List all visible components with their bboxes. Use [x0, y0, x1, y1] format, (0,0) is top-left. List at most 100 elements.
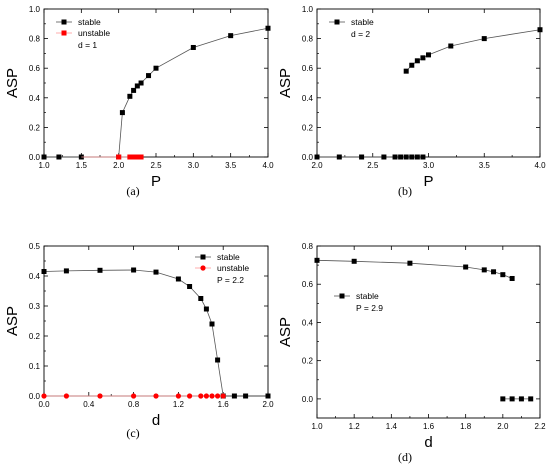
y-tick-label: 0.8: [302, 35, 314, 44]
legend-marker: [200, 265, 206, 271]
x-axis-label: d: [152, 412, 160, 429]
data-point: [420, 154, 426, 160]
data-point: [420, 55, 426, 61]
data-point: [63, 268, 69, 274]
legend-annotation: P = 2.2: [217, 275, 244, 285]
legend-label: stable: [217, 252, 240, 262]
x-tick-label: 2.0: [311, 161, 323, 170]
x-tick-label: 2.0: [113, 161, 125, 170]
panel-c: 0.0 0.4 0.8 1.2 1.6 2.0 0.0 0.1 0.2 0.3 0.4 0.5 d ASP…: [4, 242, 274, 440]
data-point: [131, 154, 137, 160]
data-point: [153, 65, 159, 71]
series-line: [405, 29, 541, 72]
legend-label: unstable: [217, 263, 249, 273]
data-point: [63, 393, 69, 399]
y-axis-label: ASP: [4, 68, 21, 98]
x-tick-label: 2.5: [150, 161, 162, 170]
data-point: [190, 44, 196, 50]
data-point: [134, 154, 140, 160]
data-point: [500, 396, 506, 402]
data-point: [448, 43, 454, 49]
data-point: [97, 267, 103, 273]
data-point: [41, 154, 47, 160]
data-point: [97, 393, 103, 399]
panel-d: 1.0 1.2 1.4 1.6 1.8 2.0 2.2 0.0 0.2 0.4 0.6 0.8 d ASP…: [277, 242, 546, 464]
data-point: [220, 393, 226, 399]
legend-marker: [61, 30, 67, 36]
y-tick-label: 0.2: [29, 332, 41, 341]
y-axis-label: ASP: [277, 68, 294, 98]
data-point: [41, 269, 47, 274]
y-tick-label: 0.2: [302, 357, 314, 366]
y-tick-label: 0.5: [29, 242, 41, 251]
data-point: [265, 25, 271, 31]
data-point: [187, 393, 193, 399]
y-tick-label: 1.0: [302, 5, 314, 14]
y-tick-label: 0.2: [29, 123, 41, 132]
data-point: [265, 393, 271, 399]
data-point: [138, 80, 144, 86]
y-tick-label: 0.0: [29, 392, 41, 401]
series-stable: [314, 257, 534, 402]
series-line: [43, 269, 268, 397]
y-tick-label: 0.0: [302, 395, 314, 404]
series-unstable: [81, 154, 144, 160]
x-tick-label: 1.6: [423, 422, 435, 431]
data-point: [351, 258, 357, 264]
data-point: [518, 396, 524, 402]
data-point: [175, 393, 181, 399]
data-point: [41, 393, 47, 399]
data-point: [146, 73, 152, 79]
panel-caption: (d): [398, 450, 412, 464]
data-point: [509, 396, 515, 402]
data-point: [392, 154, 398, 160]
y-tick-label: 0.6: [29, 64, 41, 73]
y-tick-label: 0.4: [29, 94, 41, 103]
data-point: [187, 284, 193, 289]
y-tick-label: 0.1: [29, 362, 41, 371]
data-point: [403, 154, 409, 160]
x-tick-label: 4.0: [262, 161, 274, 170]
data-point: [481, 36, 487, 42]
data-point: [414, 58, 420, 64]
legend-label: unstable: [78, 28, 110, 38]
data-point: [209, 393, 215, 399]
x-tick-label: 2.0: [497, 422, 509, 431]
y-tick-label: 0.3: [29, 302, 41, 311]
data-point: [131, 267, 137, 273]
panel-b: 2.0 2.5 3.0 3.5 4.0 0.0 0.2 0.4 0.6 0.8 1.0 P ASP (b)…: [277, 5, 546, 198]
data-point: [175, 276, 181, 282]
x-tick-label: 1.0: [311, 422, 323, 431]
x-tick-label: 1.2: [173, 400, 185, 409]
series-stable: [41, 25, 271, 160]
legend-label: stable: [356, 291, 379, 301]
x-axis-label: P: [151, 173, 161, 190]
data-point: [138, 154, 144, 160]
data-point: [127, 93, 133, 99]
data-point: [414, 154, 420, 160]
y-tick-label: 0.4: [302, 318, 314, 327]
legend: stable d = 2: [329, 17, 374, 39]
x-tick-label: 2.5: [367, 161, 379, 170]
data-point: [500, 272, 506, 278]
x-tick-label: 0.8: [128, 400, 140, 409]
data-point: [407, 260, 413, 266]
data-point: [403, 68, 409, 74]
series-stable: [314, 27, 543, 160]
legend-label: stable: [351, 17, 374, 27]
data-point: [314, 257, 320, 263]
x-tick-label: 0.4: [83, 400, 95, 409]
data-point: [56, 154, 62, 160]
x-tick-label: 1.6: [218, 400, 230, 409]
data-point: [537, 27, 543, 33]
data-point: [116, 154, 122, 160]
panel-caption: (b): [398, 184, 412, 198]
x-tick-label: 3.0: [423, 161, 435, 170]
data-point: [131, 87, 137, 93]
data-point: [409, 62, 415, 68]
x-tick-label: 3.5: [225, 161, 237, 170]
data-point: [359, 154, 365, 160]
data-point: [314, 154, 320, 160]
